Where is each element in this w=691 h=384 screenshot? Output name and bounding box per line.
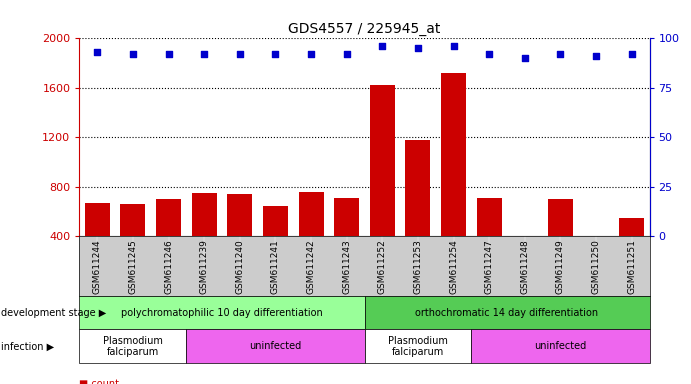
Text: GSM611241: GSM611241 — [271, 239, 280, 294]
Text: GSM611247: GSM611247 — [484, 239, 493, 294]
Text: GSM611244: GSM611244 — [93, 239, 102, 294]
Bar — [406, 140, 430, 286]
Text: GSM611253: GSM611253 — [413, 239, 422, 294]
Text: polychromatophilic 10 day differentiation: polychromatophilic 10 day differentiatio… — [121, 308, 323, 318]
Point — [163, 51, 174, 57]
Bar — [156, 199, 181, 286]
Point — [555, 51, 566, 57]
Title: GDS4557 / 225945_at: GDS4557 / 225945_at — [288, 22, 441, 36]
Bar — [334, 198, 359, 286]
Text: GSM611252: GSM611252 — [378, 239, 387, 294]
Point — [520, 55, 531, 61]
Point — [270, 51, 281, 57]
Bar — [584, 241, 609, 286]
Bar — [370, 85, 395, 286]
Text: GSM611250: GSM611250 — [591, 239, 600, 294]
Text: infection ▶: infection ▶ — [1, 341, 55, 351]
Text: GSM611254: GSM611254 — [449, 239, 458, 294]
Text: Plasmodium
falciparum: Plasmodium falciparum — [103, 336, 163, 357]
Text: GSM611248: GSM611248 — [520, 239, 529, 294]
Point — [591, 53, 602, 59]
Text: uninfected: uninfected — [249, 341, 301, 351]
Bar — [191, 193, 217, 286]
Point — [413, 45, 424, 51]
Point — [234, 51, 245, 57]
Text: development stage ▶: development stage ▶ — [1, 308, 106, 318]
Point — [484, 51, 495, 57]
Point — [377, 43, 388, 50]
Bar — [299, 192, 323, 286]
Bar — [120, 204, 145, 286]
Text: GSM611249: GSM611249 — [556, 239, 565, 294]
Bar — [512, 240, 538, 286]
Point — [626, 51, 637, 57]
Text: ■ count: ■ count — [79, 379, 120, 384]
Text: GSM611239: GSM611239 — [200, 239, 209, 294]
Point — [448, 43, 459, 50]
Text: uninfected: uninfected — [534, 341, 587, 351]
Bar — [441, 73, 466, 286]
Point — [198, 51, 209, 57]
Text: GSM611242: GSM611242 — [307, 239, 316, 294]
Text: GSM611245: GSM611245 — [129, 239, 138, 294]
Bar — [85, 203, 110, 286]
Point — [305, 51, 316, 57]
Bar — [477, 198, 502, 286]
Text: GSM611246: GSM611246 — [164, 239, 173, 294]
Text: orthochromatic 14 day differentiation: orthochromatic 14 day differentiation — [415, 308, 598, 318]
Bar — [263, 207, 288, 286]
Point — [341, 51, 352, 57]
Bar — [548, 199, 573, 286]
Bar — [619, 218, 644, 286]
Text: GSM611243: GSM611243 — [342, 239, 351, 294]
Point — [92, 49, 103, 55]
Text: GSM611240: GSM611240 — [236, 239, 245, 294]
Point — [127, 51, 138, 57]
Text: GSM611251: GSM611251 — [627, 239, 636, 294]
Bar — [227, 194, 252, 286]
Text: Plasmodium
falciparum: Plasmodium falciparum — [388, 336, 448, 357]
